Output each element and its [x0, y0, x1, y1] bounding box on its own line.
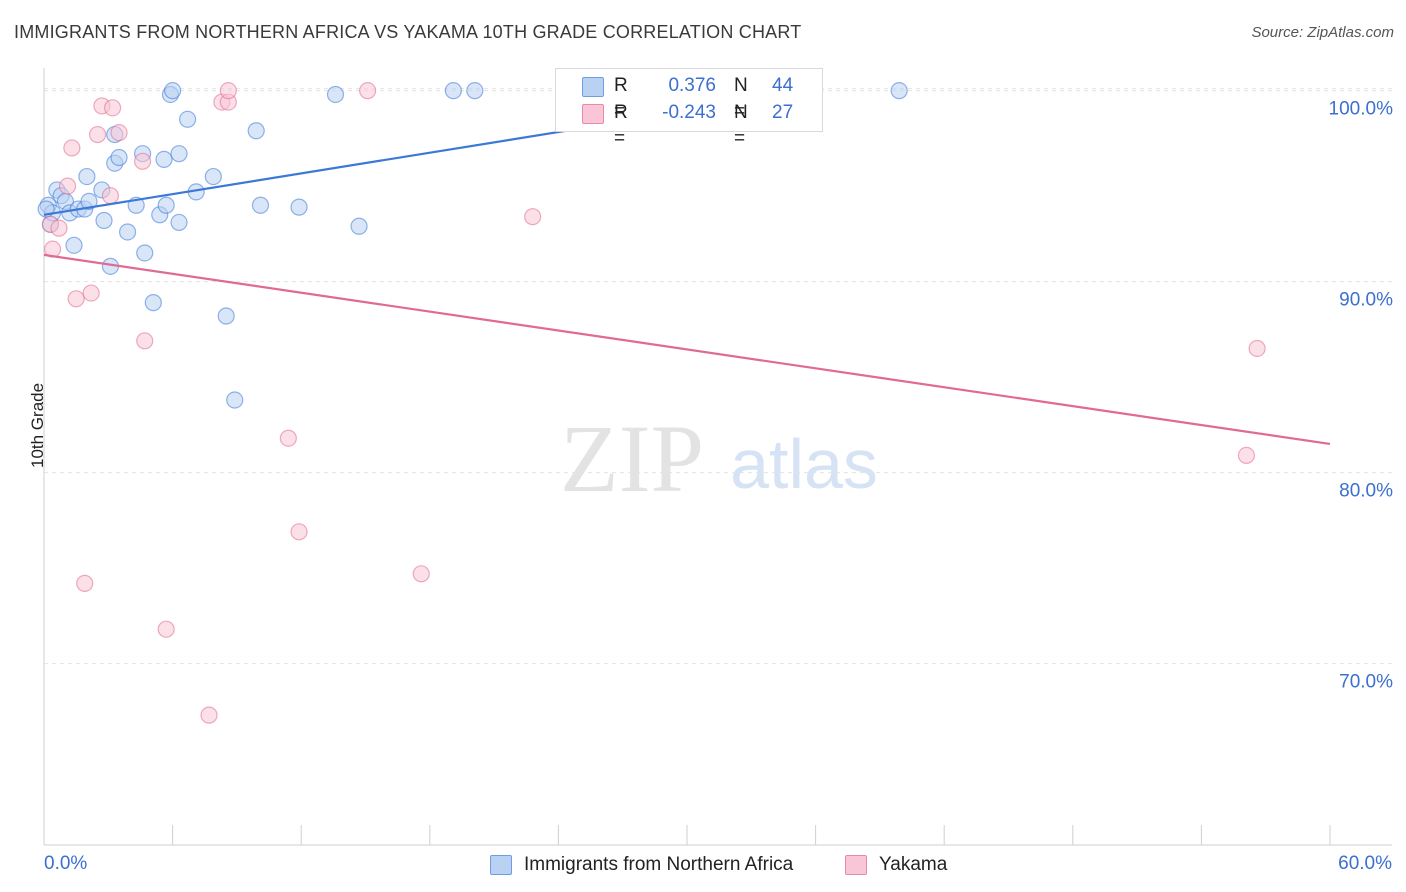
point-yakama [200, 706, 218, 724]
stats-n-label-2: N = [734, 102, 748, 149]
y-tick-label: 70.0% [1339, 672, 1393, 693]
point-yakama [76, 574, 94, 592]
point-yakama [1237, 446, 1256, 465]
source-credit: Source: ZipAtlas.com [1251, 24, 1394, 41]
point-yakama [101, 187, 120, 205]
data-points [37, 82, 1266, 724]
point-immigrants [80, 192, 98, 211]
point-immigrants [118, 223, 137, 241]
point-yakama [359, 82, 377, 100]
watermark: ZIP atlas [560, 405, 878, 512]
point-immigrants [326, 85, 345, 104]
point-immigrants [247, 122, 265, 140]
x-tick-label: 0.0% [44, 853, 87, 874]
trend-line-yakama [43, 253, 1331, 446]
point-yakama [1248, 339, 1266, 358]
point-yakama [63, 139, 81, 157]
stats-r-value-1: 0.376 [668, 75, 716, 96]
watermark-atlas: atlas [730, 425, 878, 503]
point-yakama [50, 219, 68, 237]
legend-label-yakama: Yakama [879, 854, 948, 875]
point-immigrants [170, 213, 188, 232]
stats-box: R = 0.376 N = 44 R = -0.243 N = 27 [555, 68, 823, 149]
point-immigrants [290, 198, 308, 216]
point-yakama [219, 82, 237, 100]
gridlines [44, 88, 1392, 665]
stats-n-value-2: 27 [772, 102, 794, 123]
point-immigrants [65, 236, 83, 254]
tick-labels: 70.0% 80.0% 90.0% 100.0% 0.0% 60.0% [44, 99, 1393, 874]
point-yakama [524, 208, 542, 226]
stats-n-label-1: N = [734, 75, 748, 122]
legend-label-immigrants: Immigrants from Northern Africa [524, 854, 794, 875]
trend-lines [43, 89, 1331, 446]
point-immigrants [155, 150, 173, 168]
point-yakama [103, 99, 122, 117]
point-immigrants [444, 82, 462, 100]
point-immigrants [136, 244, 154, 262]
chart-title: IMMIGRANTS FROM NORTHERN AFRICA VS YAKAM… [14, 22, 802, 42]
y-tick-label: 100.0% [1329, 99, 1394, 120]
point-immigrants [144, 294, 162, 312]
legend-swatch-yakama [845, 855, 867, 875]
point-yakama [133, 152, 152, 170]
stats-r-label-1: R = [614, 75, 628, 122]
point-yakama [412, 565, 430, 583]
point-immigrants [890, 82, 908, 100]
point-immigrants [110, 148, 128, 167]
point-yakama [58, 177, 77, 195]
stats-swatch-2 [582, 104, 604, 124]
point-yakama [82, 284, 100, 302]
point-yakama [88, 125, 107, 144]
point-immigrants [78, 167, 96, 186]
legend-swatch-immigrants [490, 855, 512, 875]
point-yakama [136, 332, 154, 350]
y-tick-label: 90.0% [1339, 290, 1393, 311]
point-immigrants [350, 217, 368, 235]
axes [43, 68, 1392, 846]
stats-swatch-1 [582, 77, 604, 97]
point-immigrants [164, 82, 182, 100]
point-immigrants [466, 82, 484, 100]
point-immigrants [204, 167, 222, 186]
point-yakama [110, 124, 128, 142]
point-yakama [290, 523, 308, 541]
point-yakama [157, 620, 175, 638]
point-immigrants [170, 145, 188, 163]
stats-r-value-2: -0.243 [662, 102, 716, 123]
watermark-zip: ZIP [560, 405, 704, 512]
x-tick-label: 60.0% [1338, 853, 1392, 874]
point-immigrants [217, 307, 235, 325]
point-immigrants [179, 110, 197, 128]
chart-legend: Immigrants from Northern Africa Yakama [0, 852, 1406, 878]
point-immigrants [95, 211, 113, 230]
point-immigrants [157, 196, 175, 214]
point-yakama [67, 290, 85, 308]
stats-r-label-2: R = [614, 102, 628, 149]
stats-n-value-1: 44 [772, 75, 794, 96]
point-yakama [279, 429, 297, 447]
point-immigrants [226, 391, 244, 409]
y-tick-label: 80.0% [1339, 481, 1393, 502]
point-immigrants [251, 196, 270, 214]
